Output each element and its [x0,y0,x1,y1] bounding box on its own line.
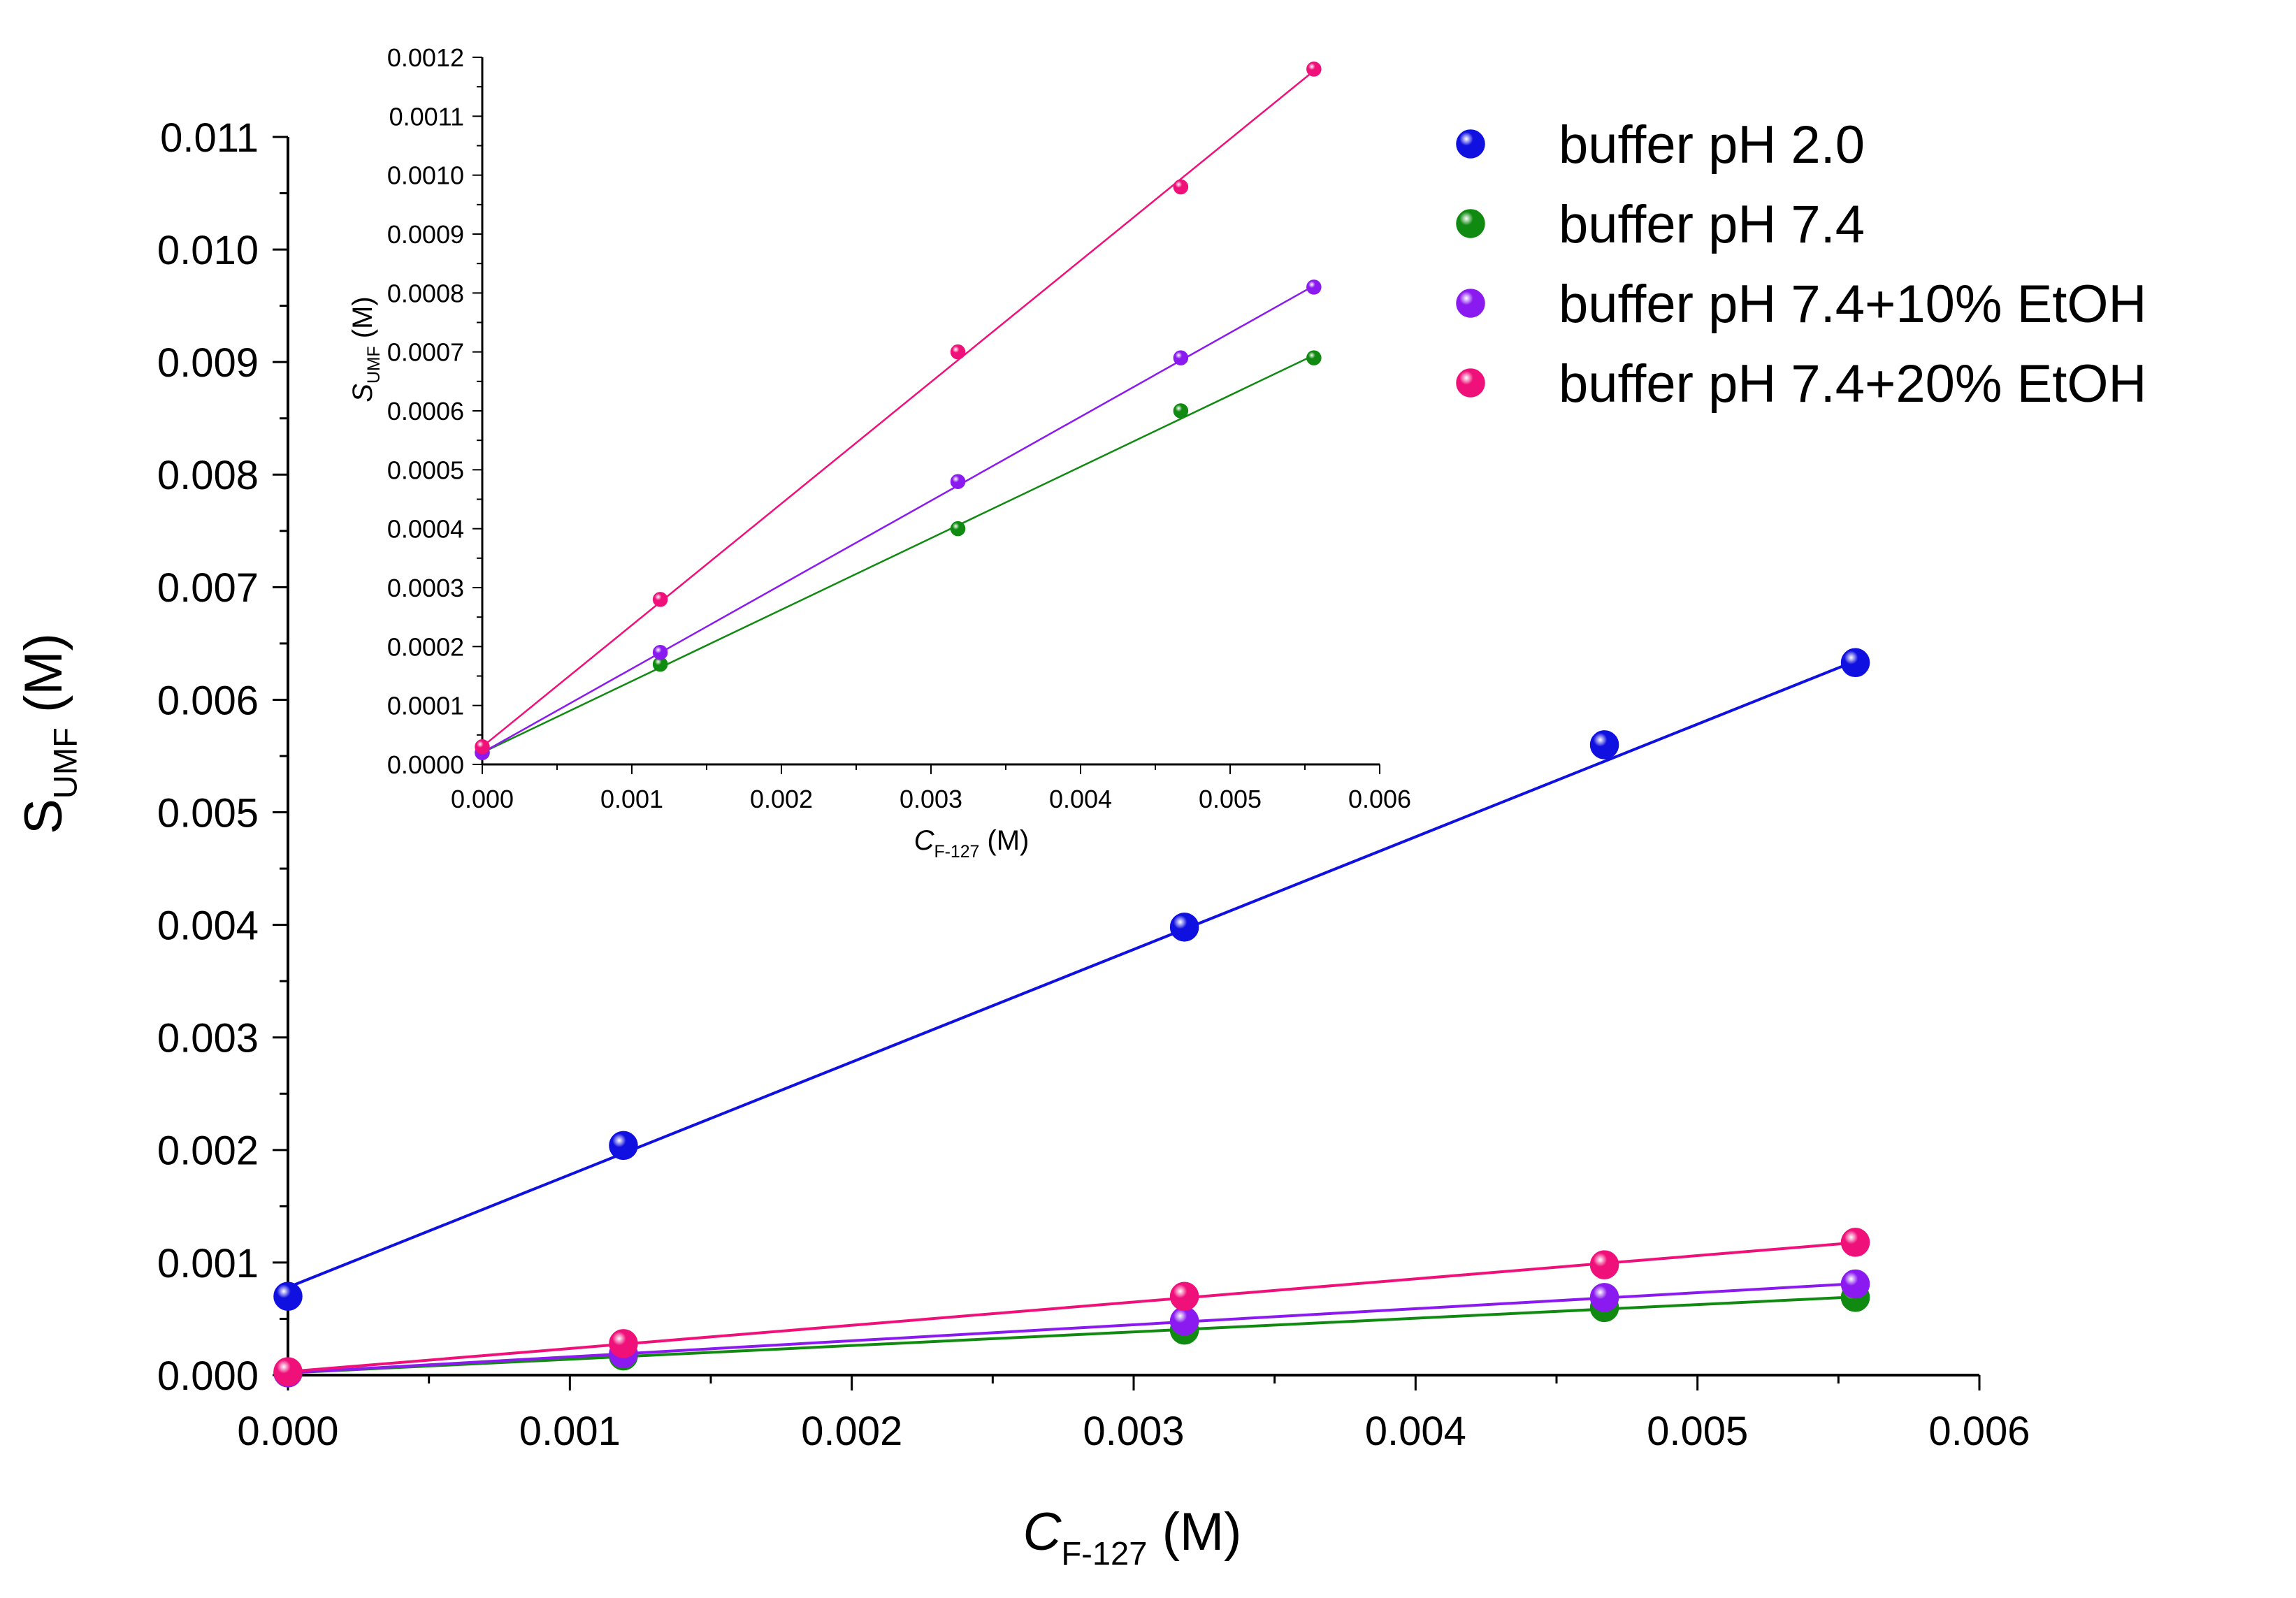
legend-label-buffer-ph-7-4-20-etoh: buffer pH 7.4+20% EtOH [1559,354,2146,414]
main-x-axis-title: CF-127 (M) [1023,1502,1241,1571]
main-point-buffer-ph-2-0 [609,1131,638,1161]
inset-point-buffer-ph-7-4-20-etoh [950,344,966,360]
main-fit-line-buffer-ph-2-0 [287,660,1856,1289]
inset-fit-line-buffer-ph-7-4-10-etoh [482,284,1315,754]
main-point-buffer-ph-7-4-20-etoh [1169,1281,1199,1311]
main-y-tick-label: 0.005 [157,790,259,836]
inset-y-tick-label: 0.0004 [387,515,464,544]
inset-y-tick-label: 0.0005 [387,456,464,484]
inset-x-tick-label: 0.001 [600,785,663,813]
main-y-tick-label: 0.003 [157,1016,259,1061]
inset-x-tick-label: 0.002 [750,785,813,813]
legend-marker-buffer-ph-7-4-20-etoh [1456,368,1485,398]
main-y-tick-label: 0.002 [157,1128,259,1174]
main-point-buffer-ph-7-4-20-etoh [609,1329,638,1358]
main-y-tick-label: 0.000 [157,1353,259,1399]
inset-y-tick-label: 0.0006 [387,397,464,426]
inset-y-tick-label: 0.0002 [387,632,464,661]
main-y-tick-label: 0.010 [157,228,259,273]
inset-y-tick-label: 0.0010 [387,161,464,190]
inset-point-buffer-ph-7-4-10-etoh [1173,350,1189,365]
inset-y-axis-title: SUMF (M) [347,296,384,402]
inset-y-tick-label: 0.0008 [387,279,464,307]
main-y-tick-label: 0.011 [160,115,259,161]
main-y-tick-label: 0.004 [157,903,259,949]
inset-point-buffer-ph-7-4 [950,521,966,537]
inset-point-buffer-ph-7-4-20-etoh [1173,179,1189,195]
main-x-tick-label: 0.002 [801,1409,902,1454]
inset-point-buffer-ph-7-4 [1306,350,1322,365]
main-y-axis-title: SUMF (M) [14,633,83,834]
inset-y-tick-label: 0.0003 [387,574,464,602]
inset-point-buffer-ph-7-4-20-etoh [1306,61,1322,77]
inset-y-tick-label: 0.0000 [387,750,464,779]
main-point-buffer-ph-2-0 [273,1281,303,1311]
main-x-tick-label: 0.000 [237,1409,338,1454]
inset-y-tick-label: 0.0007 [387,338,464,367]
main-x-tick-label: 0.006 [1928,1409,2030,1454]
main-y-tick-label: 0.006 [157,678,259,723]
inset-y-tick-label: 0.0012 [387,43,464,72]
main-point-buffer-ph-7-4-10-etoh [1589,1283,1619,1312]
main-point-buffer-ph-7-4-20-etoh [1589,1250,1619,1279]
main-x-tick-label: 0.004 [1365,1409,1466,1454]
legend-label-buffer-ph-7-4-10-etoh: buffer pH 7.4+10% EtOH [1559,275,2146,334]
inset-point-buffer-ph-7-4-20-etoh [475,739,490,755]
inset-x-tick-label: 0.003 [900,785,962,813]
inset-point-buffer-ph-7-4-10-etoh [652,645,668,660]
main-x-tick-label: 0.003 [1083,1409,1184,1454]
inset-x-tick-label: 0.004 [1049,785,1112,813]
main-point-buffer-ph-7-4-10-etoh [1169,1306,1199,1336]
inset-fit-line-buffer-ph-7-4-20-etoh [482,70,1315,748]
legend-label-buffer-ph-7-4: buffer pH 7.4 [1559,195,1865,254]
inset-y-tick-label: 0.0011 [389,102,464,131]
main-y-tick-label: 0.008 [157,453,259,498]
inset-point-buffer-ph-7-4 [1173,403,1189,419]
main-fit-line-buffer-ph-7-4-10-etoh [287,1282,1856,1374]
inset-fit-line-buffer-ph-7-4 [482,354,1315,754]
main-point-buffer-ph-2-0 [1589,730,1619,760]
main-point-buffer-ph-7-4-20-etoh [273,1357,303,1386]
main-point-buffer-ph-7-4-10-etoh [1840,1269,1870,1299]
inset-y-tick-label: 0.0009 [387,220,464,249]
legend-label-buffer-ph-2-0: buffer pH 2.0 [1559,115,1865,175]
main-plot: 0.000 0.001 0.002 0.003 0.004 0.005 0.006 0.000… [14,115,2030,1571]
legend-marker-buffer-ph-2-0 [1456,129,1485,159]
legend: buffer pH 2.0 buffer pH 7.4 buffer pH 7.4+… [1456,115,2146,414]
legend-marker-buffer-ph-7-4-10-etoh [1456,289,1485,318]
main-point-buffer-ph-2-0 [1169,913,1199,942]
main-point-buffer-ph-7-4-20-etoh [1840,1228,1870,1257]
inset-y-tick-label: 0.0001 [387,692,464,720]
inset-x-tick-label: 0.005 [1199,785,1262,813]
inset-point-buffer-ph-7-4-20-etoh [652,592,668,607]
legend-marker-buffer-ph-7-4 [1456,209,1485,238]
main-y-tick-label: 0.001 [157,1241,259,1286]
inset-x-axis-title: CF-127 (M) [914,825,1030,862]
main-point-buffer-ph-2-0 [1840,648,1870,678]
inset-plot: 0.000 0.001 0.002 0.003 0.004 0.005 0.006 0.000… [347,43,1411,862]
main-y-tick-label: 0.007 [157,565,259,611]
main-x-tick-label: 0.005 [1647,1409,1748,1454]
main-x-tick-label: 0.001 [519,1409,621,1454]
inset-point-buffer-ph-7-4-10-etoh [950,474,966,489]
main-y-tick-label: 0.009 [157,340,259,386]
inset-x-tick-label: 0.000 [451,785,514,813]
inset-point-buffer-ph-7-4-10-etoh [1306,279,1322,295]
inset-x-tick-label: 0.006 [1348,785,1411,813]
